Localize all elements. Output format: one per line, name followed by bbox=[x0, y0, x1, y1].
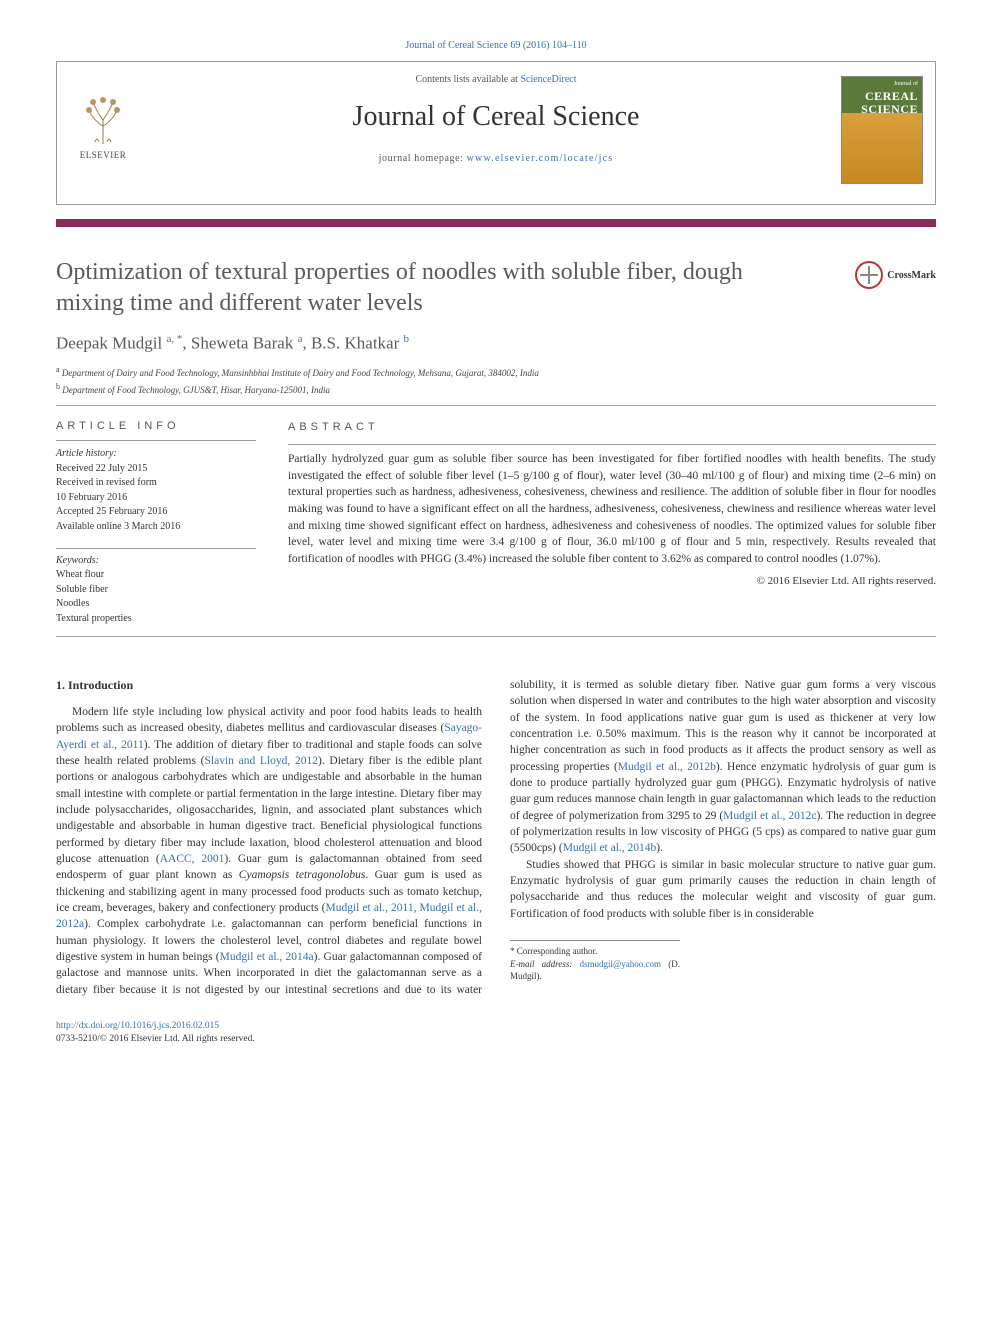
article-info-column: ARTICLE INFO Article history: Received 2… bbox=[56, 420, 256, 626]
authors: Deepak Mudgil a, *, Sheweta Barak a, B.S… bbox=[56, 333, 936, 354]
citation-line: Journal of Cereal Science 69 (2016) 104–… bbox=[56, 40, 936, 51]
keyword: Soluble fiber bbox=[56, 583, 256, 598]
homepage-line: journal homepage: www.elsevier.com/locat… bbox=[165, 153, 827, 164]
affiliation-line: a Department of Dairy and Food Technolog… bbox=[56, 364, 936, 381]
reference-link[interactable]: Mudgil et al., 2014a bbox=[220, 951, 314, 963]
abstract-rule bbox=[288, 444, 936, 445]
abstract-column: ABSTRACT Partially hydrolyzed guar gum a… bbox=[288, 420, 936, 626]
email-link[interactable]: dsmudgil@yahoo.com bbox=[580, 959, 662, 969]
reference-link[interactable]: Mudgil et al., 2012c bbox=[723, 810, 816, 822]
history-label: Article history: bbox=[56, 447, 256, 462]
journal-header: ELSEVIER Journal of CEREAL SCIENCE Conte… bbox=[56, 61, 936, 205]
abstract-heading: ABSTRACT bbox=[288, 420, 936, 436]
affiliations: a Department of Dairy and Food Technolog… bbox=[56, 364, 936, 397]
citation-link[interactable]: Journal of Cereal Science 69 (2016) 104–… bbox=[405, 40, 586, 51]
title-block: Optimization of textural properties of n… bbox=[56, 257, 936, 319]
abstract-text: Partially hydrolyzed guar gum as soluble… bbox=[288, 451, 936, 568]
journal-name: Journal of Cereal Science bbox=[165, 101, 827, 133]
reference-link[interactable]: AACC, 2001 bbox=[160, 853, 225, 865]
keyword: Wheat flour bbox=[56, 568, 256, 583]
reference-link[interactable]: Sayago-Ayerdi et al., 2011 bbox=[56, 722, 482, 750]
crossmark-icon bbox=[855, 261, 883, 289]
reference-link[interactable]: Mudgil et al., 2011, Mudgil et al., 2012… bbox=[56, 902, 482, 930]
footnote-block: * Corresponding author. E-mail address: … bbox=[510, 940, 680, 983]
info-rule bbox=[56, 548, 256, 549]
email-label: E-mail address: bbox=[510, 959, 580, 969]
elsevier-tree-icon bbox=[75, 92, 131, 148]
header-center: Contents lists available at ScienceDirec… bbox=[165, 74, 827, 164]
journal-cover-thumbnail: Journal of CEREAL SCIENCE bbox=[841, 76, 923, 184]
cover-title-text: CEREAL SCIENCE bbox=[846, 90, 918, 116]
history-block: Article history: Received 22 July 2015Re… bbox=[56, 447, 256, 534]
copyright-line: © 2016 Elsevier Ltd. All rights reserved… bbox=[288, 574, 936, 590]
cover-top-text: Journal of bbox=[846, 81, 918, 88]
info-rule bbox=[56, 440, 256, 441]
crossmark-text: CrossMark bbox=[887, 270, 936, 281]
history-line: Available online 3 March 2016 bbox=[56, 520, 256, 535]
history-line: 10 February 2016 bbox=[56, 491, 256, 506]
keyword: Textural properties bbox=[56, 612, 256, 627]
corresponding-author: * Corresponding author. bbox=[510, 945, 680, 958]
elsevier-text: ELSEVIER bbox=[80, 150, 127, 160]
accent-bar bbox=[56, 219, 936, 227]
contents-line: Contents lists available at ScienceDirec… bbox=[165, 74, 827, 85]
species-name: Cyamopsis tetragonolobus bbox=[239, 869, 366, 881]
sciencedirect-link[interactable]: ScienceDirect bbox=[520, 74, 576, 85]
divider bbox=[56, 405, 936, 406]
contents-prefix: Contents lists available at bbox=[415, 74, 520, 85]
homepage-prefix: journal homepage: bbox=[379, 153, 467, 164]
body-columns: 1. Introduction Modern life style includ… bbox=[56, 677, 936, 998]
homepage-link[interactable]: www.elsevier.com/locate/jcs bbox=[467, 153, 614, 164]
history-line: Received 22 July 2015 bbox=[56, 462, 256, 477]
section-heading-introduction: 1. Introduction bbox=[56, 677, 482, 694]
article-title: Optimization of textural properties of n… bbox=[56, 257, 936, 319]
history-line: Received in revised form bbox=[56, 476, 256, 491]
page-root: Journal of Cereal Science 69 (2016) 104–… bbox=[0, 0, 992, 1077]
affiliation-line: b Department of Food Technology, GJUS&T,… bbox=[56, 381, 936, 398]
crossmark-badge[interactable]: CrossMark bbox=[855, 261, 936, 289]
reference-link[interactable]: Mudgil et al., 2012b bbox=[618, 761, 716, 773]
article-info-heading: ARTICLE INFO bbox=[56, 420, 256, 432]
keywords-block: Wheat flourSoluble fiberNoodlesTextural … bbox=[56, 568, 256, 626]
page-footer: http://dx.doi.org/10.1016/j.jcs.2016.02.… bbox=[56, 1020, 936, 1047]
elsevier-logo: ELSEVIER bbox=[69, 80, 137, 160]
divider bbox=[56, 636, 936, 637]
body-paragraph: Studies showed that PHGG is similar in b… bbox=[510, 857, 936, 922]
reference-link[interactable]: Slavin and Lloyd, 2012 bbox=[205, 755, 319, 767]
issn-line: 0733-5210/© 2016 Elsevier Ltd. All right… bbox=[56, 1034, 255, 1044]
reference-link[interactable]: Mudgil et al., 2014b bbox=[563, 842, 657, 854]
keywords-label: Keywords: bbox=[56, 555, 256, 566]
email-line: E-mail address: dsmudgil@yahoo.com (D. M… bbox=[510, 958, 680, 983]
keyword: Noodles bbox=[56, 597, 256, 612]
history-line: Accepted 25 February 2016 bbox=[56, 505, 256, 520]
doi-link[interactable]: http://dx.doi.org/10.1016/j.jcs.2016.02.… bbox=[56, 1021, 219, 1031]
info-abstract-row: ARTICLE INFO Article history: Received 2… bbox=[56, 420, 936, 626]
body-paragraph: Modern life style including low physical… bbox=[56, 677, 936, 998]
